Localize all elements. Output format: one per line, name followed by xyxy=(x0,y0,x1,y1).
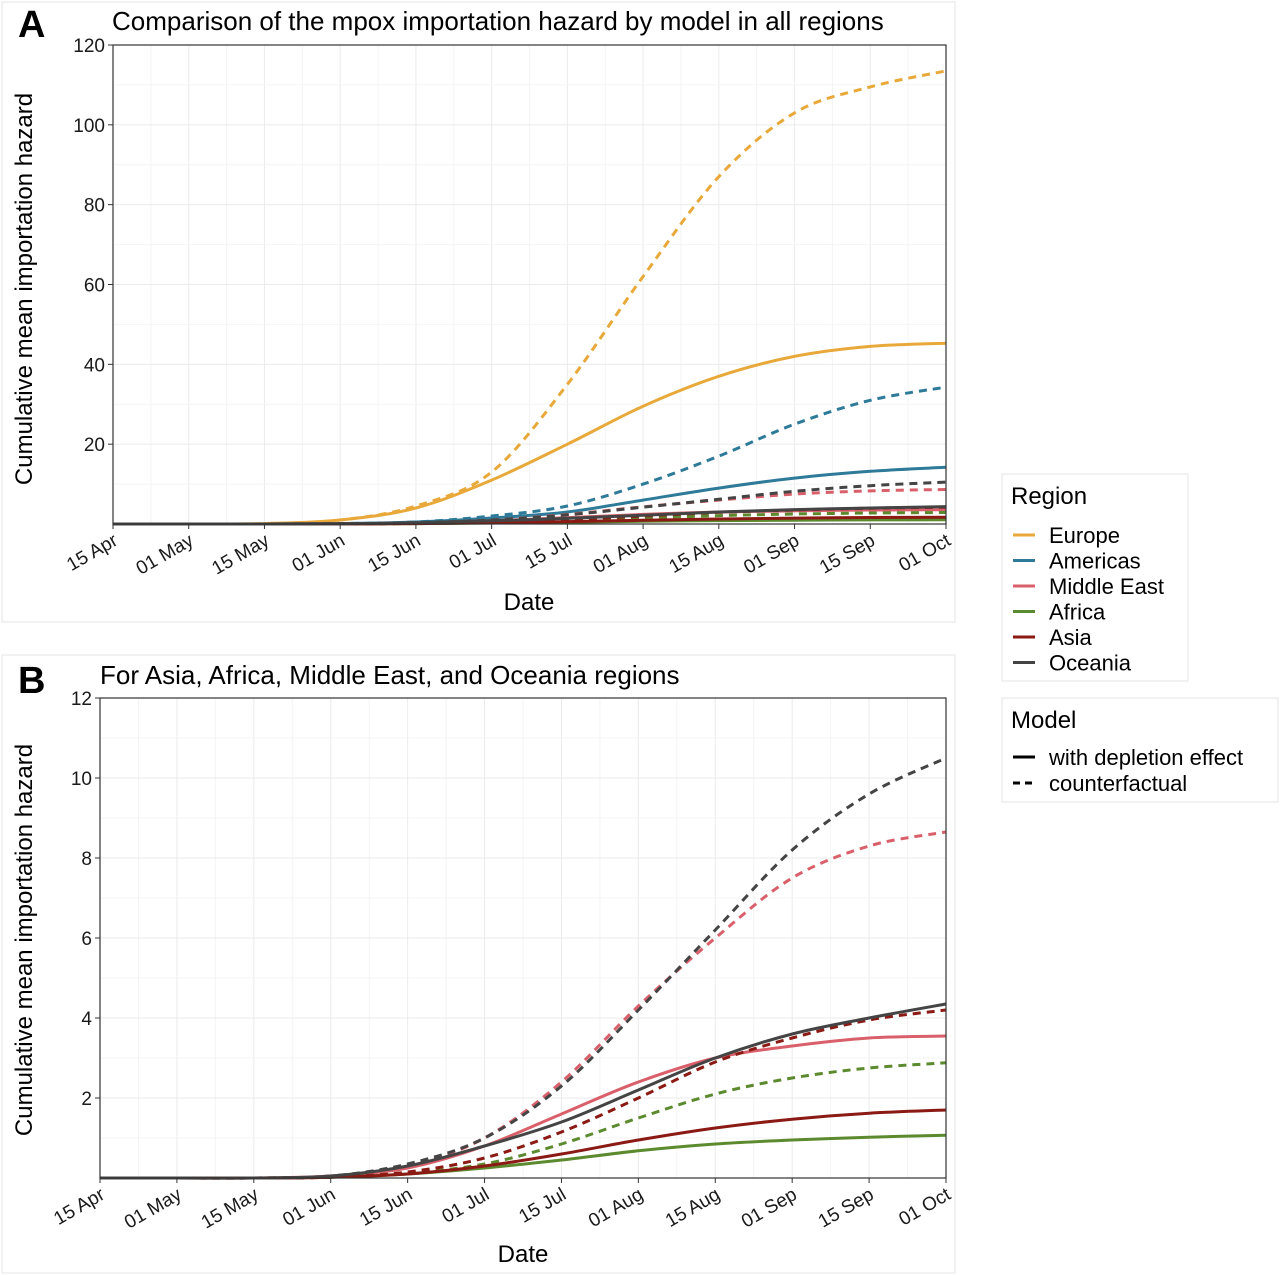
panel-b-line-oceania-counterfactual xyxy=(100,756,947,1180)
panel-a: A Comparison of the mpox importation haz… xyxy=(11,4,955,616)
panel-a-x-ticks: 15 Apr 01 May 15 May 01 Jun 15 Jun 01 Jul 15 J… xyxy=(63,524,955,579)
panel-a-x-tick-label: 15 Apr xyxy=(63,530,122,576)
panel-b-x-tick-label: 15 Sep xyxy=(815,1184,878,1232)
panel-a-x-tick-label: 15 Jul xyxy=(521,530,575,574)
legend-label-counterfactual: counterfactual xyxy=(1049,771,1187,796)
panel-b-y-tick-label: 2 xyxy=(81,1089,92,1110)
legend-label-asia: Asia xyxy=(1049,625,1093,650)
panel-b-line-middle-east-counterfactual xyxy=(100,830,947,1180)
panel-b-x-tick-label: 15 Apr xyxy=(50,1184,109,1230)
model-legend-box xyxy=(1001,697,1279,803)
panel-b-x-tick-label: 15 Aug xyxy=(662,1184,724,1232)
panel-a-x-tick-label: 01 Oct xyxy=(896,530,956,577)
legend-label-europe: Europe xyxy=(1049,523,1120,548)
region-legend-box xyxy=(1001,473,1189,682)
panel-b-y-ticks: 2 4 6 8 10 12 xyxy=(71,689,100,1110)
panel-b-x-tick-label: 01 Jun xyxy=(279,1184,339,1231)
panel-a-y-tick-label: 120 xyxy=(73,36,105,57)
model-legend-title: Model xyxy=(1011,707,1076,734)
panel-a-x-axis-label: Date xyxy=(504,589,555,616)
panel-b-y-tick-label: 10 xyxy=(71,769,92,790)
panel-b-x-tick-label: 01 Jul xyxy=(439,1184,493,1228)
panel-a-y-tick-label: 20 xyxy=(84,435,105,456)
panel-a-x-tick-label: 15 Jun xyxy=(365,530,425,577)
model-legend: Model with depletion effectcounterfactua… xyxy=(1001,697,1279,803)
panel-b: B For Asia, Africa, Middle East, and Oce… xyxy=(11,660,955,1268)
panel-b-letter: B xyxy=(18,660,45,702)
panel-b-y-tick-label: 8 xyxy=(81,849,92,870)
panel-b-x-tick-label: 01 Sep xyxy=(738,1184,801,1232)
panel-a-title: Comparison of the mpox importation hazar… xyxy=(112,6,884,36)
panel-b-x-tick-label: 15 Jul xyxy=(516,1184,570,1228)
panel-a-x-tick-label: 01 Jun xyxy=(289,530,349,577)
panel-b-x-axis-label: Date xyxy=(498,1241,549,1268)
panel-b-y-axis-label: Cumulative mean importation hazard xyxy=(11,744,38,1136)
legend-label-africa: Africa xyxy=(1049,600,1106,625)
panel-b-line-asia-counterfactual xyxy=(100,1008,947,1180)
panel-b-x-ticks: 15 Apr 01 May 15 May 01 Jun 15 Jun 01 Jul 15 J… xyxy=(50,1178,955,1233)
panel-b-x-tick-label: 01 May xyxy=(121,1184,186,1234)
legend-label-middle-east: Middle East xyxy=(1049,574,1164,599)
region-legend-title: Region xyxy=(1011,483,1087,510)
panel-b-y-tick-label: 12 xyxy=(71,689,92,710)
panel-a-x-tick-label: 01 Aug xyxy=(590,530,652,578)
panel-b-x-tick-label: 15 May xyxy=(198,1184,263,1234)
panel-a-y-ticks: 20 40 60 80 100 120 xyxy=(73,36,113,456)
panel-a-frame xyxy=(1,1,956,623)
panel-b-x-tick-label: 15 Jun xyxy=(356,1184,416,1231)
panel-a-y-tick-label: 80 xyxy=(84,196,105,217)
panel-a-letter: A xyxy=(18,4,45,46)
panel-a-y-tick-label: 40 xyxy=(84,355,105,376)
legend-label-oceania: Oceania xyxy=(1049,651,1132,676)
legend-label-americas: Americas xyxy=(1049,549,1141,574)
legend-label-with-depletion-effect: with depletion effect xyxy=(1048,745,1243,770)
panel-b-grid xyxy=(99,697,947,1179)
panel-a-y-axis-label: Cumulative mean importation hazard xyxy=(11,93,38,485)
panel-a-grid xyxy=(112,44,947,525)
panel-a-x-tick-label: 01 Jul xyxy=(446,530,500,574)
panel-b-frame xyxy=(1,654,956,1274)
panel-b-y-tick-label: 6 xyxy=(81,929,92,950)
panel-a-x-tick-label: 15 Sep xyxy=(816,530,879,578)
panel-a-x-tick-label: 01 Sep xyxy=(740,530,803,578)
panel-a-y-tick-label: 100 xyxy=(73,116,105,137)
panel-a-line-europe-counterfactual xyxy=(112,69,947,526)
panel-a-x-tick-label: 15 Aug xyxy=(666,530,728,578)
panel-b-y-tick-label: 4 xyxy=(81,1009,92,1030)
panel-a-y-tick-label: 60 xyxy=(84,276,105,297)
panel-a-x-tick-label: 01 May xyxy=(133,530,198,580)
panel-b-x-tick-label: 01 Oct xyxy=(896,1184,956,1231)
panel-b-title: For Asia, Africa, Middle East, and Ocean… xyxy=(100,660,680,690)
panel-b-x-tick-label: 01 Aug xyxy=(585,1184,647,1232)
panel-a-x-tick-label: 15 May xyxy=(208,530,273,580)
